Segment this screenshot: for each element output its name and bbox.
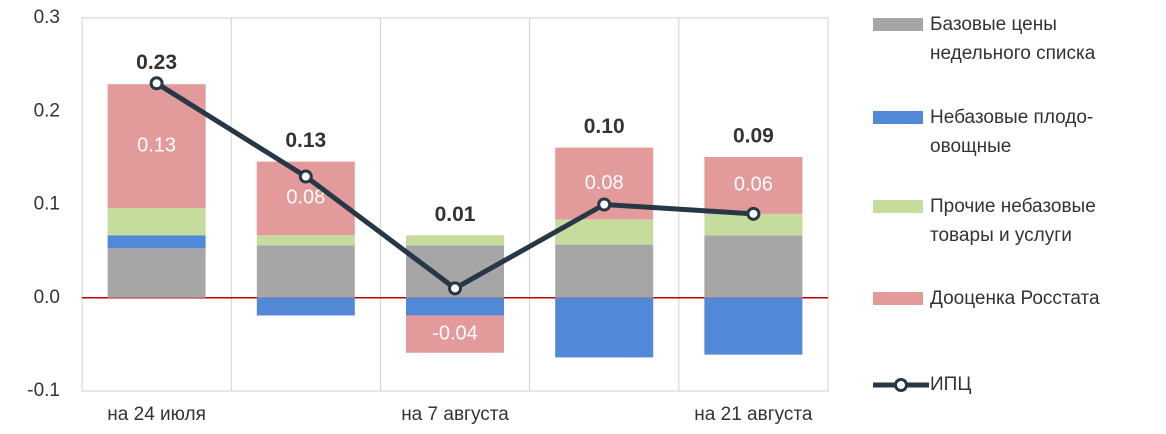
legend-label: Прочие небазовые товары и услуги [930, 196, 1096, 246]
chart: -0.1 0.0 0.1 0.2 0.3 на 24 июля 0.13 0.08 на 7 а… [27, 7, 829, 425]
legend-item: Небазовые плодо-овощные [873, 103, 1163, 161]
y-tick-label: 0.3 [34, 7, 60, 28]
line-marker [746, 206, 761, 221]
legend-swatch [873, 200, 923, 213]
x-tick-label: на 7 августа [401, 404, 509, 425]
line-marker [298, 169, 313, 184]
plot-frame [81, 17, 829, 392]
line-marker [597, 197, 612, 212]
y-tick-label: 0.2 [34, 100, 60, 121]
legend-swatch [873, 111, 923, 124]
legend-marker [894, 378, 908, 392]
bar-segment [555, 244, 654, 298]
bar-segment [704, 156, 803, 214]
line-label: 0.01 [435, 203, 476, 226]
legend-item: Прочие небазовые товары и услуги [873, 192, 1163, 250]
y-tick-label: 0.1 [34, 194, 60, 215]
bar-label: 0.06 [734, 174, 773, 196]
legend-item: Дооценка Росстата [873, 284, 1163, 313]
bar-segment [406, 315, 504, 353]
x-tick-label: на 24 июля [107, 404, 206, 425]
bar-segment [107, 208, 206, 236]
bar-segment [704, 235, 803, 298]
bar-segment [256, 245, 355, 298]
bar-label: 0.13 [137, 135, 176, 157]
legend-swatch [873, 292, 923, 305]
bar-label: -0.04 [432, 322, 478, 344]
bar-segment [256, 297, 355, 316]
line-label: 0.09 [733, 124, 774, 147]
bar-segment [406, 235, 504, 246]
line-marker [448, 281, 462, 296]
legend-item: Базовые цены недельного списка [873, 10, 1163, 68]
y-tick-label: 0.0 [34, 287, 60, 308]
bar-segment [256, 235, 355, 246]
line-label: 0.10 [584, 115, 625, 138]
line-label: 0.23 [136, 51, 177, 74]
y-tick-label: -0.1 [27, 380, 60, 401]
x-tick-label: на 21 августа [694, 404, 813, 425]
bar-label: 0.08 [286, 187, 325, 209]
line-marker [149, 76, 164, 91]
legend-swatch [873, 18, 923, 31]
bar-segment [704, 213, 803, 236]
bar-segment [555, 297, 654, 358]
legend-line-swatch [873, 378, 929, 392]
legend-item: ИПЦ [873, 370, 1163, 399]
bar-segment [406, 297, 504, 316]
bar-segment [704, 297, 803, 355]
legend-label: ИПЦ [930, 374, 972, 395]
legend-label: Дооценка Росстата [930, 288, 1100, 309]
bar-segment [107, 248, 206, 298]
legend-label: Базовые цены недельного списка [930, 14, 1096, 64]
line-label: 0.13 [285, 129, 326, 152]
legend-label: Небазовые плодо-овощные [930, 107, 1094, 157]
bar-segment [107, 235, 206, 249]
bar-label: 0.08 [585, 172, 624, 194]
